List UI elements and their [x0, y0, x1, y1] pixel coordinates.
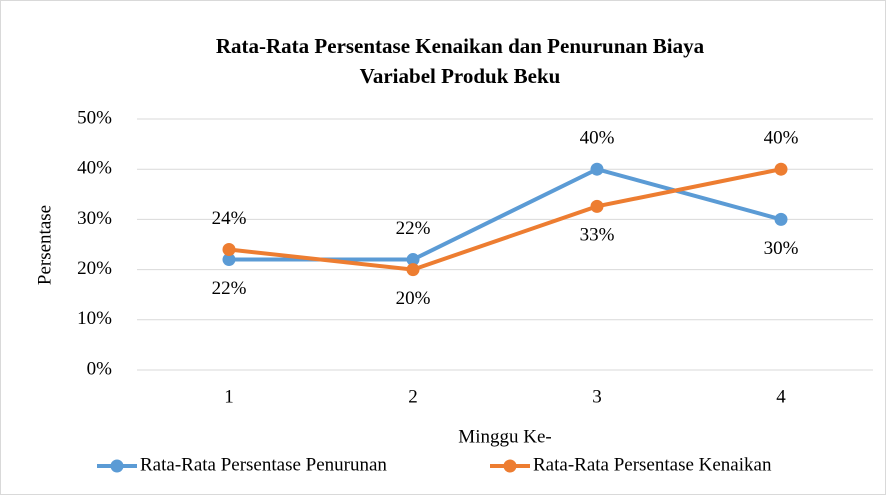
x-tick-label: 3: [592, 386, 602, 407]
y-axis-label: Persentase: [34, 205, 55, 285]
data-label: 22%: [396, 218, 431, 239]
x-tick-label: 1: [224, 386, 234, 407]
data-label: 30%: [764, 238, 799, 259]
data-point: [774, 212, 788, 226]
data-point: [406, 263, 420, 277]
data-label: 24%: [212, 208, 247, 229]
data-label: 40%: [764, 128, 799, 149]
data-point: [406, 253, 420, 267]
legend-label: Rata-Rata Persentase Kenaikan: [533, 454, 772, 475]
legend-marker: [503, 459, 517, 473]
data-point: [590, 162, 604, 176]
data-label: 40%: [580, 128, 615, 149]
chart-title: Rata-Rata Persentase Kenaikan dan Penuru…: [216, 34, 705, 58]
y-tick-label: 20%: [77, 258, 112, 279]
series-line: [228, 167, 782, 272]
data-point: [774, 162, 788, 176]
data-label: 33%: [580, 225, 615, 246]
data-label: 20%: [396, 288, 431, 309]
data-point: [222, 253, 236, 267]
y-tick-label: 10%: [77, 308, 112, 329]
data-label: 22%: [212, 278, 247, 299]
y-tick-label: 50%: [77, 107, 112, 128]
legend-marker: [110, 459, 124, 473]
y-tick-label: 40%: [77, 158, 112, 179]
y-tick-label: 0%: [87, 358, 113, 379]
x-tick-label: 2: [408, 386, 418, 407]
data-point: [590, 199, 604, 213]
x-tick-label: 4: [776, 386, 786, 407]
x-axis-label: Minggu Ke-: [458, 426, 551, 447]
legend-label: Rata-Rata Persentase Penurunan: [140, 454, 387, 475]
y-tick-label: 30%: [77, 208, 112, 229]
data-point: [222, 243, 236, 257]
chart-title: Variabel Produk Beku: [360, 64, 561, 88]
